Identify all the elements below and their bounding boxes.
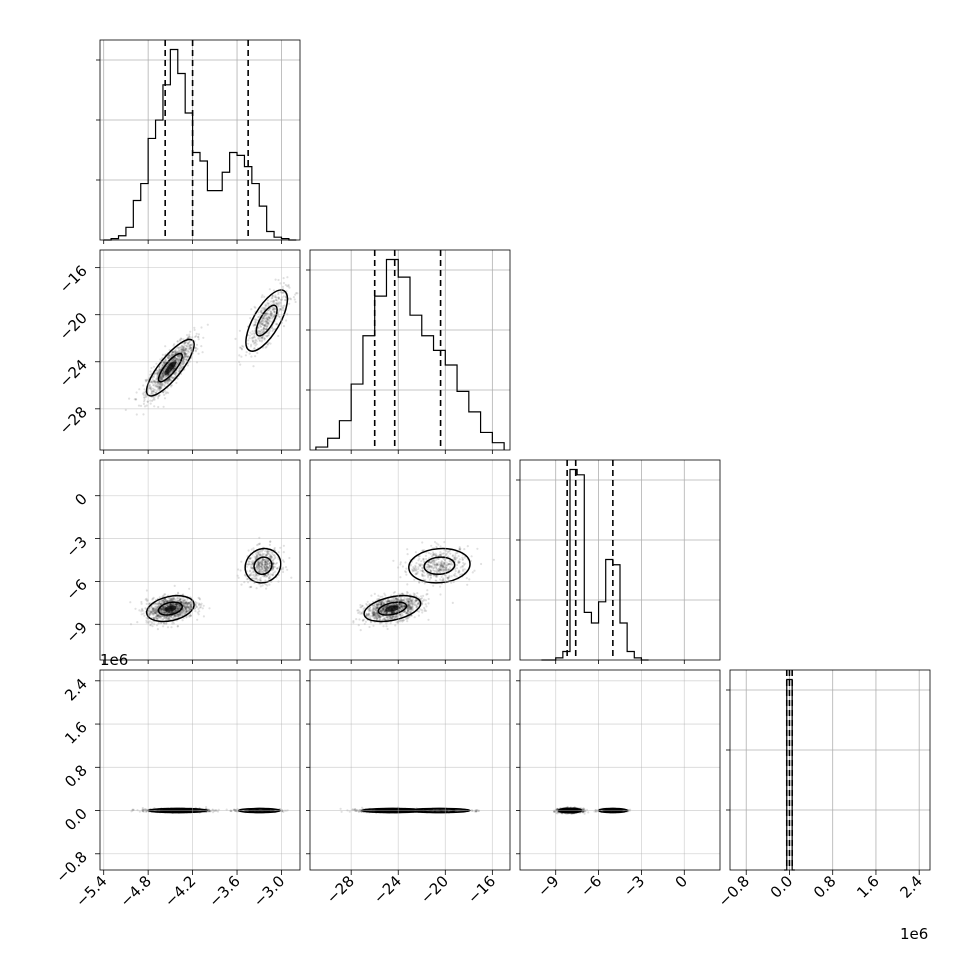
x-tick-label: 2.4 (896, 872, 926, 902)
histogram-panel-2 (516, 459, 721, 661)
x-tick-label: −16 (464, 872, 499, 907)
y-tick-label: −20 (56, 309, 91, 344)
joint-panel-3-2 (519, 669, 721, 871)
y-tick-label: 0 (71, 490, 90, 509)
y-tick-label: 2.4 (61, 675, 91, 705)
y-offset-label: 1e6 (100, 651, 128, 669)
histogram-step-line (541, 468, 649, 661)
histogram-step-line (103, 48, 297, 241)
contour-level-1 (157, 352, 183, 383)
joint-panel-1-0 (99, 249, 301, 451)
contour-level-2 (408, 547, 471, 584)
x-tick-label: −9 (534, 872, 562, 900)
y-tick-label: −16 (56, 262, 91, 297)
x-tick-label: −4.2 (161, 872, 199, 910)
x-tick-label: −6 (577, 872, 605, 900)
contour-level-1 (423, 556, 456, 576)
grid-lines (310, 670, 510, 870)
joint-panel-3-0 (99, 669, 301, 871)
x-tick-label: −20 (417, 872, 452, 907)
x-tick-label: 0.0 (767, 872, 797, 902)
axis-frame (729, 669, 931, 871)
axis-frame (309, 669, 511, 871)
sample-points (129, 536, 293, 631)
axis-frame (309, 459, 511, 661)
y-tick-label: −28 (56, 403, 91, 438)
y-tick-label: −9 (62, 618, 90, 646)
axis-frame (519, 669, 721, 871)
axis-frame (519, 459, 721, 661)
x-tick-label: −3.6 (205, 872, 243, 910)
y-tick-label: −0.8 (52, 848, 90, 886)
joint-panel-3-1 (309, 669, 511, 871)
grid-lines (730, 670, 930, 870)
histogram-panel-1 (306, 249, 511, 451)
contour-level-2 (244, 547, 282, 584)
x-tick-label: 0.8 (810, 872, 840, 902)
x-tick-label: −24 (370, 872, 405, 907)
sample-points (124, 276, 299, 416)
x-tick-label: −28 (323, 872, 358, 907)
contour-level-1 (255, 304, 278, 337)
density-peak (164, 360, 177, 375)
axis-frame (309, 249, 511, 451)
contour-level-1 (377, 601, 408, 616)
histogram-step-line (315, 258, 505, 450)
joint-panel-2-1 (309, 459, 511, 661)
contour-level-2 (363, 594, 422, 623)
grid-lines (100, 250, 300, 450)
x-tick-label: −0.8 (715, 872, 753, 910)
x-tick-label: −5.4 (72, 872, 110, 910)
axis-frame (99, 39, 301, 241)
y-tick-label: −3 (62, 533, 90, 561)
axis-frame (99, 459, 301, 661)
x-tick-label: −3.0 (250, 872, 288, 910)
x-tick-label: −4.8 (116, 872, 154, 910)
grid-lines (520, 460, 720, 660)
y-tick-label: −6 (62, 576, 90, 604)
x-offset-label: 1e6 (900, 925, 928, 943)
grid-lines (100, 40, 300, 240)
x-tick-label: 1.6 (853, 872, 883, 902)
contour-level-1 (157, 601, 183, 616)
y-tick-label: 1.6 (61, 718, 91, 748)
axis-frame (99, 249, 301, 451)
grid-lines (310, 460, 510, 660)
contour-level-2 (245, 289, 289, 352)
grid-lines (100, 670, 300, 870)
x-tick-label: −3 (620, 872, 648, 900)
y-tick-label: −24 (56, 356, 91, 391)
joint-panel-2-0 (99, 459, 301, 661)
axis-frame (99, 669, 301, 871)
sample-points (352, 540, 495, 632)
y-tick-label: 0.0 (61, 805, 91, 835)
density-peak (385, 605, 400, 612)
grid-lines (520, 670, 720, 870)
histogram-panel-3 (726, 669, 931, 871)
density-peak (164, 605, 177, 612)
grid-lines (100, 460, 300, 660)
contour-level-1 (253, 556, 273, 576)
histogram-panel-0 (96, 39, 301, 241)
x-tick-label: 0 (672, 872, 691, 891)
contour-level-2 (145, 594, 195, 623)
y-tick-label: 0.8 (61, 761, 91, 791)
